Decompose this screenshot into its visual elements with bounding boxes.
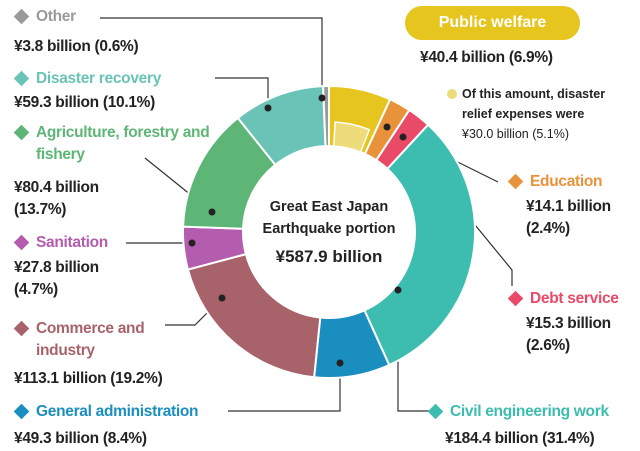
value-label: ¥40.4 billion (6.9%) [420, 49, 553, 66]
value-label: ¥113.1 billion (19.2%) [14, 370, 163, 387]
sub-slice [332, 121, 371, 153]
legend-diamond [427, 403, 444, 420]
leader-dot [318, 94, 326, 102]
category-label: Civil engineering work [450, 403, 609, 420]
slices [182, 84, 476, 379]
category-label: General administration [36, 403, 199, 420]
annotation-dot [447, 89, 457, 99]
legend-diamond [13, 70, 30, 87]
value-label: ¥59.3 billion (10.1%) [14, 94, 156, 111]
value-label: ¥80.4 billion (13.7%) [14, 179, 99, 218]
value-label: ¥27.8 billion (4.7%) [14, 259, 99, 298]
leader-dots [188, 94, 407, 367]
total-label: ¥587.9 billion [275, 247, 383, 266]
legend-diamond [13, 320, 30, 337]
leader-dot [188, 239, 196, 247]
legend-diamond [507, 173, 524, 190]
legend-diamond [13, 403, 30, 420]
category-label: Agriculture, forestry and fishery [36, 124, 210, 163]
category-label: Sanitation [36, 234, 108, 251]
leader-line [228, 363, 341, 412]
center-label: Great East Japan Earthquake portion [262, 199, 396, 237]
sub-item-label: ¥30.0 billion (5.1%) [462, 127, 570, 141]
public-welfare-pill: Public welfare [405, 6, 580, 40]
legend-diamond [13, 8, 30, 25]
annotation-text: Of this amount, disaster relief expenses… [462, 87, 606, 121]
leader-dot [383, 123, 391, 131]
slice [322, 84, 330, 148]
value-label: ¥3.8 billion (0.6%) [14, 38, 139, 55]
value-label: ¥14.1 billion (2.4%) [526, 198, 611, 237]
category-label: Debt service [530, 290, 619, 307]
slice [186, 252, 322, 379]
annotation: Of this amount, disaster relief expenses… [462, 84, 637, 144]
leader-line [100, 17, 323, 98]
value-label: ¥49.3 billion (8.4%) [14, 430, 147, 447]
leader-dot [264, 104, 272, 112]
leader-dot [394, 286, 402, 294]
category-label: Disaster recovery [36, 70, 162, 87]
leader-dot [399, 133, 407, 141]
value-label: ¥184.4 billion (31.4%) [445, 430, 595, 447]
legend-diamond [13, 124, 30, 141]
category-label: Education [530, 173, 603, 190]
leader-dot [208, 208, 216, 216]
leader-line [215, 77, 269, 108]
category-label: Commerce and industry [36, 320, 145, 359]
leader-dot [336, 359, 344, 367]
value-label: ¥15.3 billion (2.6%) [526, 315, 611, 354]
leader-dot [218, 294, 226, 302]
category-label: Other [36, 8, 76, 25]
legend-diamond [13, 234, 30, 251]
slice [363, 123, 476, 367]
legend-diamond [507, 290, 524, 307]
